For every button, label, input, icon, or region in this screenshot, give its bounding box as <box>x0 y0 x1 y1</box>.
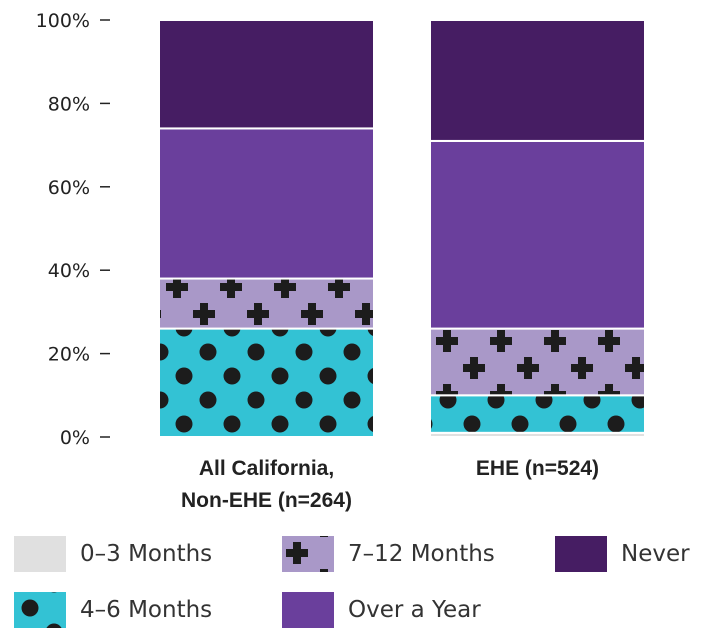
bar-segment-over-a-year <box>429 139 646 330</box>
legend-swatch <box>282 536 334 572</box>
x-category-label: All California, <box>199 457 334 480</box>
legend-item-4-6-months: 4–6 Months <box>14 592 212 628</box>
bar-segment-7-12-months <box>158 277 375 330</box>
stacked-bar-chart: 0% 20% 40% 60% 80% 100% All California, Non-EH… <box>36 10 646 512</box>
x-axis-labels: All California, Non-EHE (n=264) EHE (n=524… <box>181 457 599 512</box>
bar-segment-4-6-months <box>158 327 375 438</box>
bar-segment-7-12-months <box>429 327 646 397</box>
legend-item-over-a-year: Over a Year <box>282 592 481 628</box>
bar-stack <box>429 19 646 438</box>
legend-swatch <box>14 592 66 628</box>
bar-stack <box>158 19 375 438</box>
x-category-label: EHE (n=524) <box>476 457 599 480</box>
legend-label: 7–12 Months <box>348 541 495 567</box>
x-category-label: Non-EHE (n=264) <box>181 489 352 512</box>
y-tick-label: 60% <box>48 177 90 199</box>
legend-label: 4–6 Months <box>80 597 213 623</box>
legend-swatch <box>14 536 66 572</box>
y-tick-label: 0% <box>60 427 90 449</box>
legend-label: Over a Year <box>348 597 481 623</box>
bar-segment-never <box>429 19 646 142</box>
y-axis: 0% 20% 40% 60% 80% 100% <box>36 10 110 449</box>
legend: 0–3 Months 4–6 Months 7–12 Months Over a Ye… <box>0 530 717 628</box>
bar-segment-4-6-months <box>429 394 646 434</box>
y-tick-label: 80% <box>48 93 90 115</box>
bars <box>158 19 646 438</box>
legend-swatch <box>555 536 607 572</box>
bar-segment-never <box>158 19 375 130</box>
legend-label: Never <box>621 541 690 567</box>
y-tick-label: 100% <box>36 10 90 32</box>
y-tick-label: 20% <box>48 344 90 366</box>
legend-item-7-12-months: 7–12 Months <box>282 536 495 572</box>
legend-item-0-3-months: 0–3 Months <box>14 536 212 572</box>
y-tick-label: 40% <box>48 260 90 282</box>
bar-segment-over-a-year <box>158 127 375 280</box>
legend-item-never: Never <box>555 536 690 572</box>
legend-label: 0–3 Months <box>80 541 213 567</box>
legend-swatch <box>282 592 334 628</box>
